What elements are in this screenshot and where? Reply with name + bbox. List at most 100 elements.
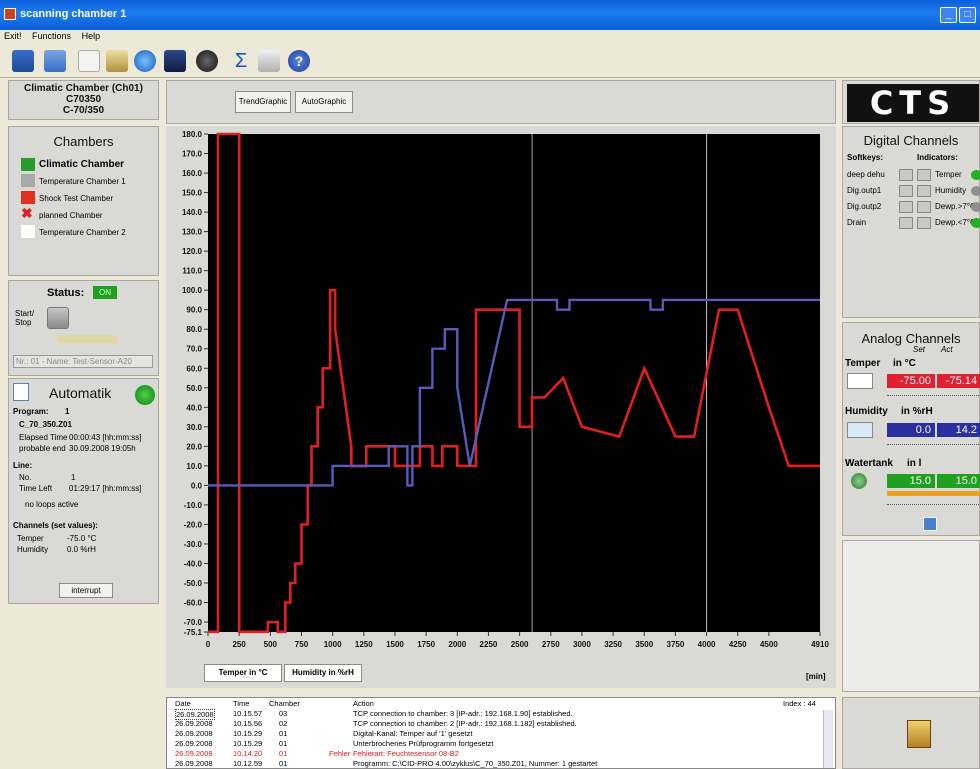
humidity-series-line [208,298,820,487]
humidity-slider[interactable] [887,439,980,445]
softkey-button[interactable] [899,169,913,181]
log-date: 26.09.2008 [175,719,213,728]
x-tick-label: 4910 [811,640,829,649]
database-icon[interactable] [44,50,66,72]
chamber-color-temp2 [21,225,35,238]
sum-icon[interactable]: Σ [230,50,252,72]
log-header-action: Action [353,699,374,708]
program-select[interactable]: Nr.: 01 - Name: Test-Sensor-A20 [13,355,153,368]
power-button[interactable] [47,307,69,329]
nav-icon[interactable] [923,517,937,531]
log-time: 10.14.20 [233,749,263,758]
set-label: Set [913,345,926,354]
indicator-box [917,169,931,181]
y-tick-label: 90.0 [186,306,202,315]
x-tick-label: 0 [206,640,211,649]
log-time: 10.15.57 [233,709,263,718]
analog-temper-name: Temper [845,358,881,369]
settings-icon[interactable] [196,50,218,72]
automatik-title: Automatik [49,385,112,401]
chamber-header-line1: Climatic Chamber (Ch01) [24,83,143,94]
thermometer-icon [847,373,873,389]
planned-x-icon: ✖ [21,205,33,221]
y-tick-label: -75.1 [184,628,203,637]
program-label: Program: [13,407,49,416]
x-tick-label: 2500 [511,640,529,649]
log-scrollbar[interactable] [823,710,833,768]
softkey-button[interactable] [899,201,913,213]
softkey-button[interactable] [899,217,913,229]
y-tick-label: 60.0 [186,364,202,373]
chamber-item-planned[interactable]: planned Chamber [39,211,103,220]
temper-act-value: -75.14 [937,374,980,388]
humidity-icon [847,422,873,438]
log-date: 26.09.2008 [175,729,213,738]
menu-help[interactable]: Help [81,31,101,41]
exit-door-icon[interactable] [907,720,931,748]
print-icon[interactable] [258,50,280,72]
chamber-item-climatic[interactable]: Climatic Chamber [39,159,125,170]
x-tick-label: 3750 [667,640,685,649]
chambers-title: Chambers [53,134,114,149]
menu-functions[interactable]: Functions [32,31,72,41]
y-tick-label: -30.0 [184,540,203,549]
indicator-led-icon [971,218,980,228]
x-tick-label: 3000 [573,640,591,649]
minimize-button[interactable]: _ [940,7,957,23]
y-tick-label: 130.0 [182,228,203,237]
time-left-value: 01:29:17 [hh:mm:ss] [69,484,142,493]
indicator-box [917,185,931,197]
chamber-item-temp2[interactable]: Temperature Chamber 2 [39,228,126,237]
y-tick-label: -20.0 [184,520,203,529]
y-tick-label: 170.0 [182,150,203,159]
chart-toolbar: TrendGraphic AutoGraphic [166,80,836,124]
interrupt-button[interactable]: interrupt [59,583,113,598]
elapsed-value: 00:00:43 [hh:mm:ss] [69,433,142,442]
temper-set-value[interactable]: -75.00 [887,374,935,388]
maximize-button[interactable]: □ [959,7,976,23]
watertank-set-value[interactable]: 15.0 [887,474,935,488]
x-tick-label: 4500 [760,640,778,649]
act-label: Act [941,345,953,354]
x-tick-label: 750 [295,640,309,649]
network-icon[interactable] [12,50,34,72]
elapsed-label: Elapsed Time [19,433,68,442]
help-icon[interactable]: ? [288,50,310,72]
analog-channels-panel: Analog Channels Set Act Temper in °C -75… [842,322,980,536]
y-tick-label: -70.0 [184,618,203,627]
humidity-set-value[interactable]: 0.0 [887,423,935,437]
timer-icon [135,385,155,405]
log-time: 10.12.59 [233,759,263,768]
tab-autographic[interactable]: AutoGraphic [295,91,353,113]
logo-panel: CTS [842,80,980,124]
y-tick-label: 180.0 [182,130,203,139]
app-icon [4,8,16,20]
program-number: 1 [65,407,70,416]
indicator-label: Dewp.>7°C [935,202,976,211]
status-panel: Status: ON Start/ Stop Nr.: 01 - Name: T… [8,280,159,376]
temper-slider[interactable] [887,390,980,396]
menu-bar: Exit! Functions Help [0,30,980,44]
tools-icon[interactable] [106,50,128,72]
tab-trendgraphic[interactable]: TrendGraphic [235,91,291,113]
chamber-item-shock[interactable]: Shock Test Chamber [39,194,114,203]
chambers-panel: Chambers Climatic Chamber Temperature Ch… [8,126,159,276]
indicator-label: Humidity [935,186,967,195]
x-tick-label: 2250 [480,640,498,649]
document-icon[interactable] [78,50,100,72]
legend-humidity-button[interactable]: Humidity in %rH [284,664,362,682]
softkey-label: Dig.outp2 [847,202,882,211]
y-tick-label: -40.0 [184,559,203,568]
log-date: 26.09.2008 [175,749,213,758]
menu-exit[interactable]: Exit! [4,31,22,41]
chamber-header-line3: C-70/350 [62,105,105,116]
watertank-slider[interactable] [887,499,980,505]
x-tick-label: 1250 [355,640,373,649]
analog-watertank-name: Watertank [845,458,893,469]
refresh-icon[interactable] [134,50,156,72]
softkey-button[interactable] [899,185,913,197]
monitor-icon[interactable] [164,50,186,72]
legend-temper-button[interactable]: Temper in °C [204,664,282,682]
chamber-item-temp1[interactable]: Temperature Chamber 1 [39,177,126,186]
